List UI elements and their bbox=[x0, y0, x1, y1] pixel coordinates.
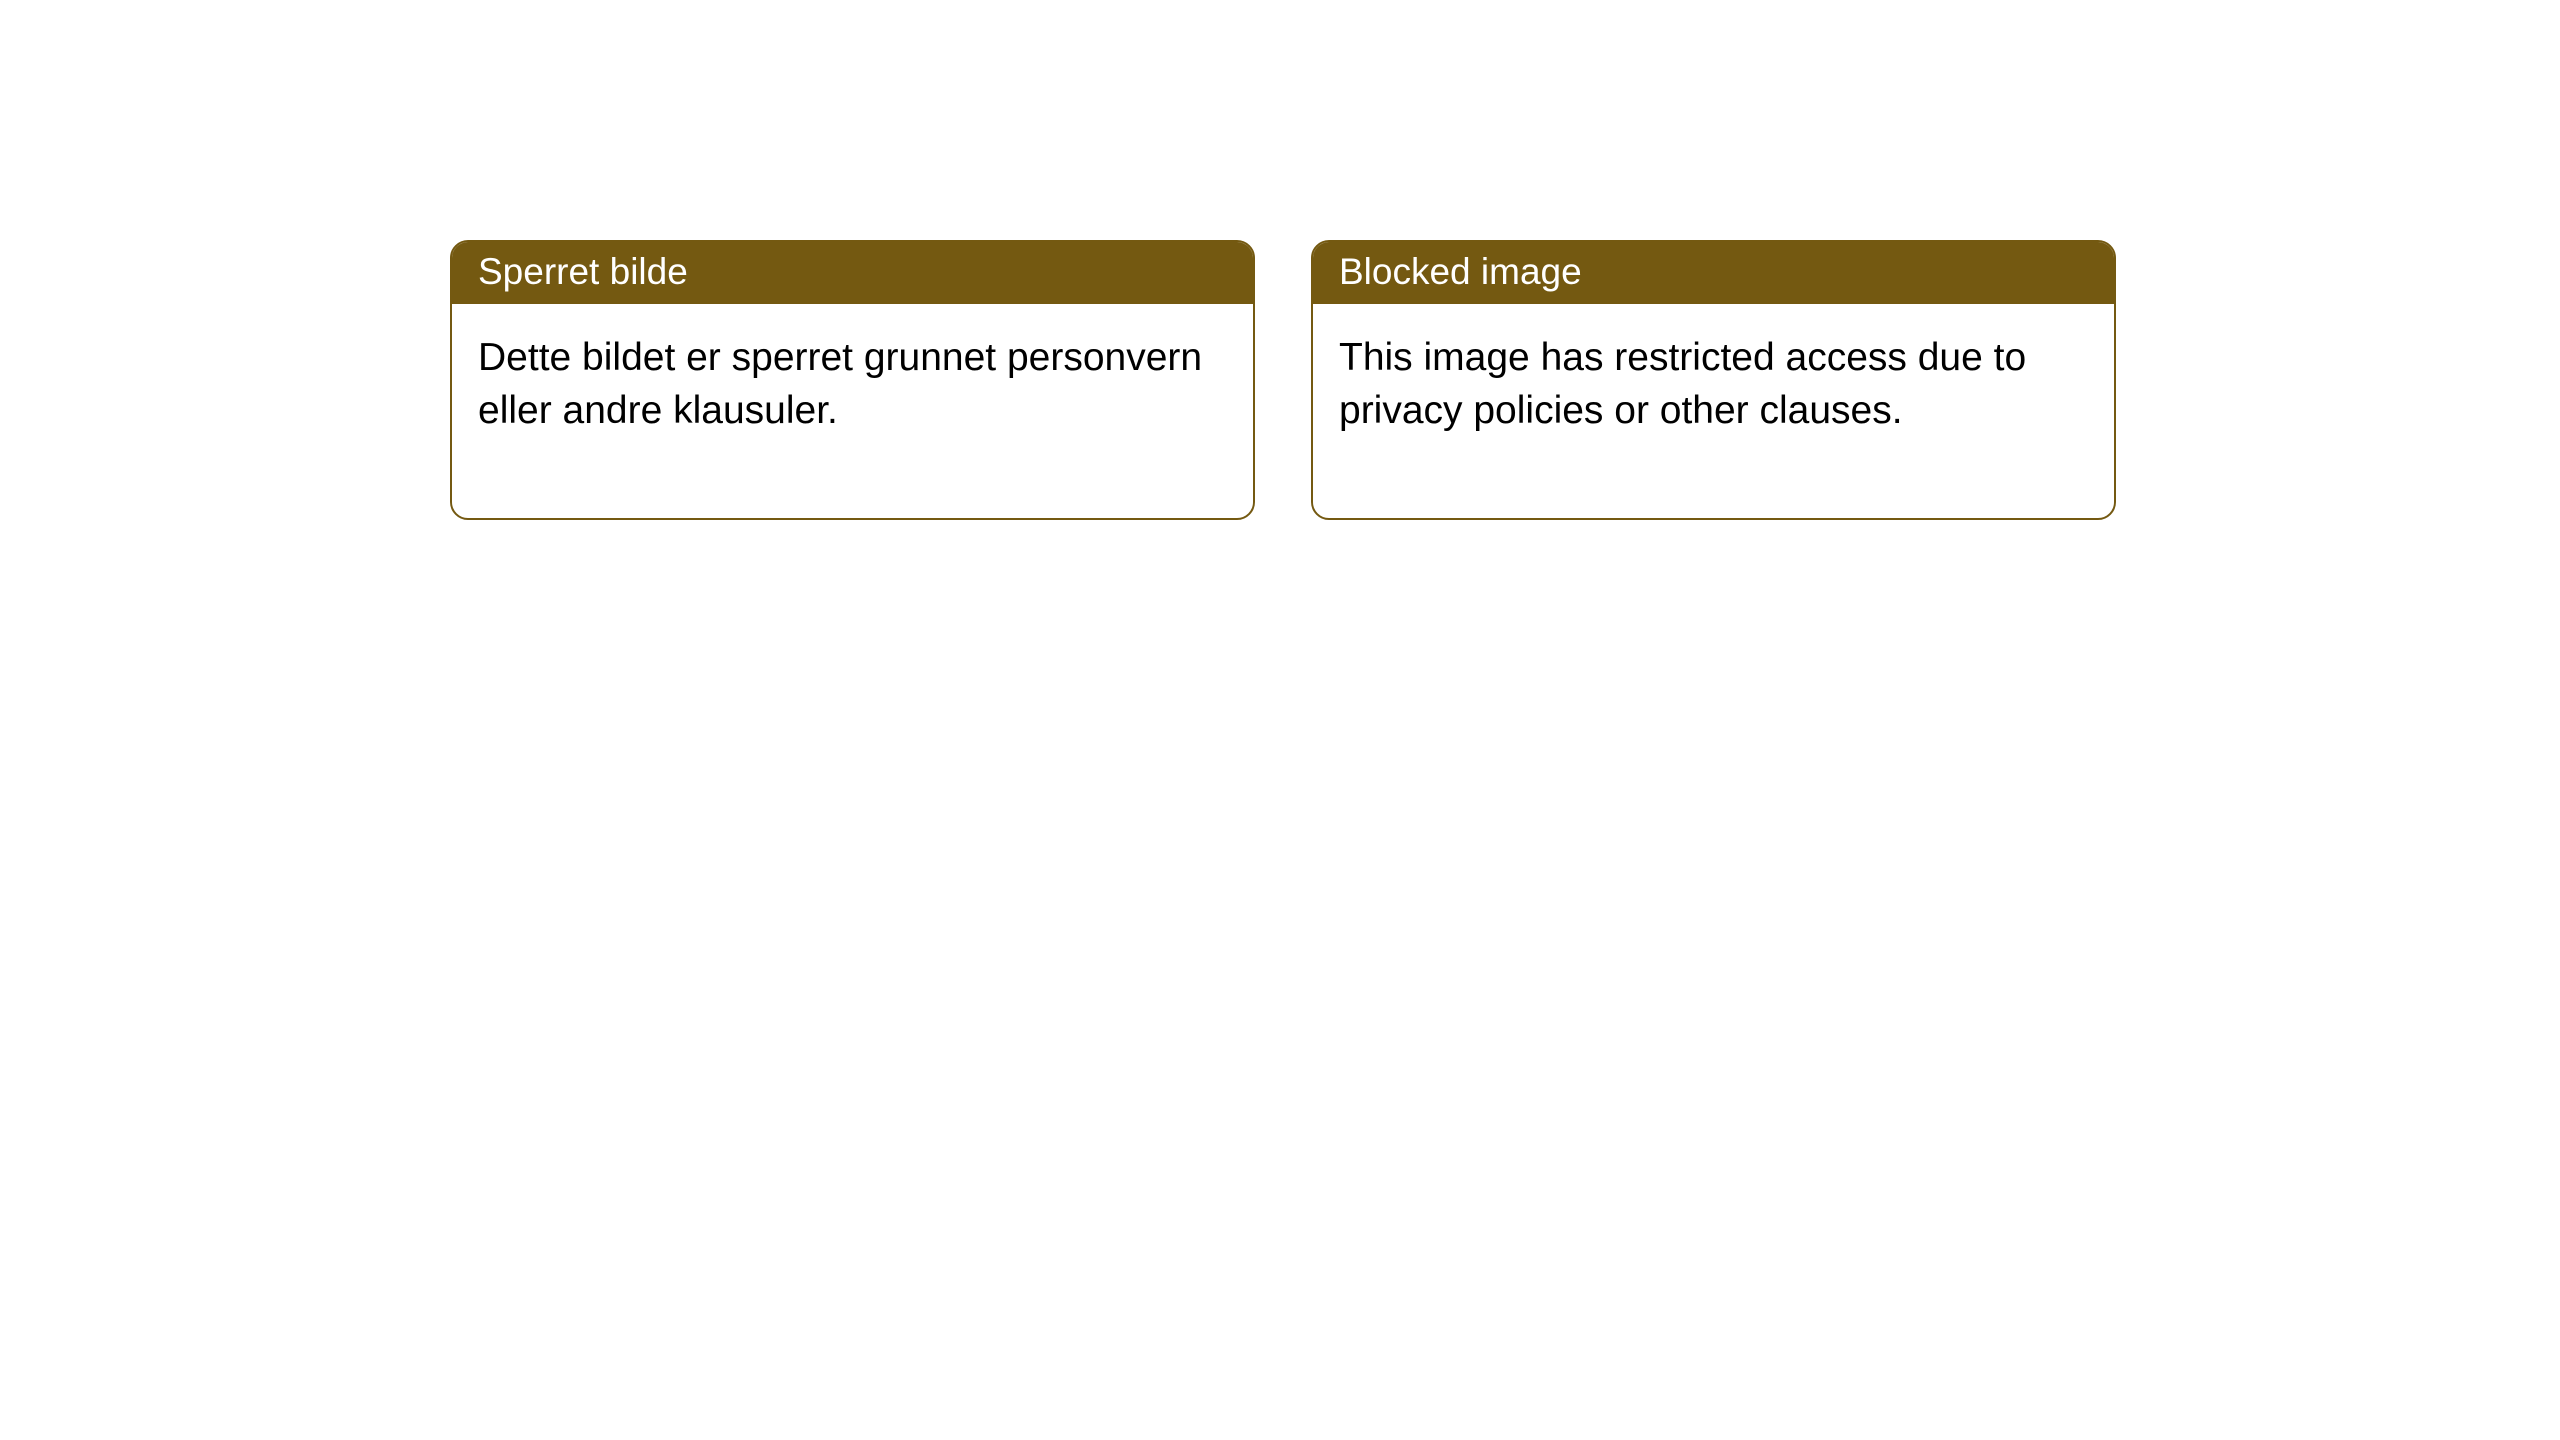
notice-body-en: This image has restricted access due to … bbox=[1313, 304, 2114, 517]
notice-box-no: Sperret bilde Dette bildet er sperret gr… bbox=[450, 240, 1255, 520]
notice-title-en: Blocked image bbox=[1313, 242, 2114, 304]
notice-body-no: Dette bildet er sperret grunnet personve… bbox=[452, 304, 1253, 517]
notice-box-en: Blocked image This image has restricted … bbox=[1311, 240, 2116, 520]
notice-container: Sperret bilde Dette bildet er sperret gr… bbox=[0, 0, 2560, 520]
notice-title-no: Sperret bilde bbox=[452, 242, 1253, 304]
